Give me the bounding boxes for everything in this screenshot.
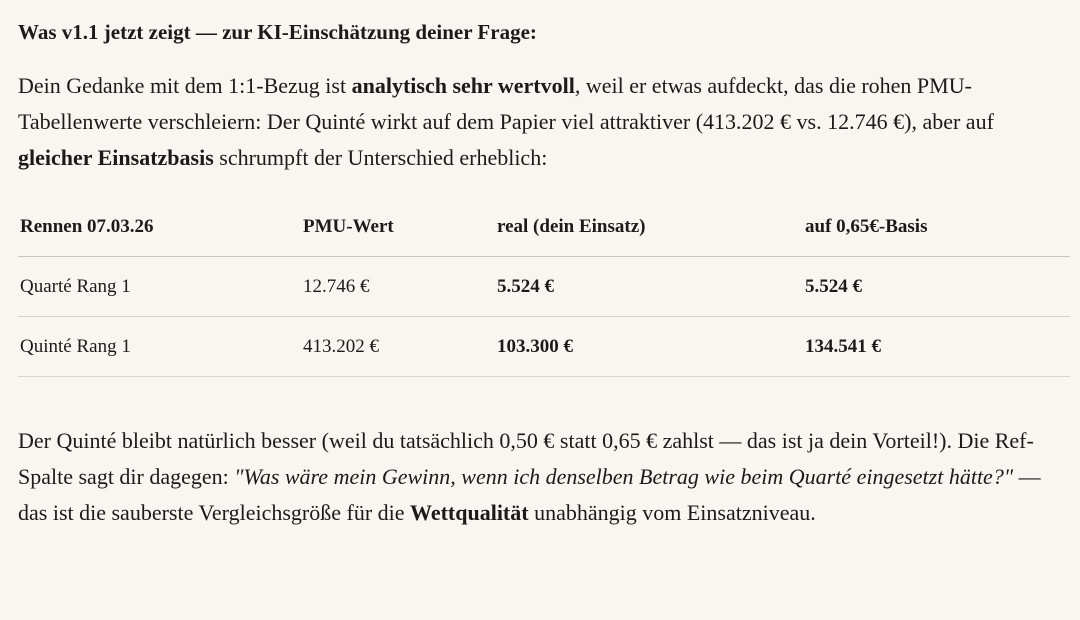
heading: Was v1.1 jetzt zeigt — zur KI-Einschätzu… bbox=[18, 20, 537, 44]
cell: 5.524 € bbox=[803, 256, 1070, 317]
text: — das ist die sauberste Vergleichsgröße … bbox=[18, 464, 1041, 525]
text: unabhängig vom Einsatzniveau. bbox=[528, 500, 816, 525]
cell: 103.300 € bbox=[495, 316, 803, 377]
comparison-table: Rennen 07.03.26 PMU-Wert real (dein Eins… bbox=[18, 198, 1070, 377]
italic-text: "Was wäre mein Gewinn, wenn ich denselbe… bbox=[234, 464, 1014, 489]
header-cell: Rennen 07.03.26 bbox=[18, 198, 301, 257]
header-cell: auf 0,65€-Basis bbox=[803, 198, 1070, 257]
cell: Quinté Rang 1 bbox=[18, 316, 301, 377]
bold-text: Wettqualität bbox=[410, 500, 529, 525]
cell: Quarté Rang 1 bbox=[18, 256, 301, 317]
bold-text: gleicher Einsatzbasis bbox=[18, 145, 214, 170]
cell: 134.541 € bbox=[803, 316, 1070, 377]
text: Dein Gedanke mit dem 1:1-Bezug ist bbox=[18, 73, 352, 98]
cell: 5.524 € bbox=[495, 256, 803, 317]
text: , weil er etwas aufdeckt, das die rohen … bbox=[18, 73, 994, 134]
cell: 12.746 € bbox=[301, 256, 495, 317]
intro-paragraph: Dein Gedanke mit dem 1:1-Bezug ist analy… bbox=[18, 68, 1062, 176]
row: Quarté Rang 1 12.746 € 5.524 € 5.524 € bbox=[18, 256, 1070, 317]
message: Was v1.1 jetzt zeigt — zur KI-Einschätzu… bbox=[18, 20, 1070, 531]
header-cell: PMU-Wert bbox=[301, 198, 495, 257]
header-row: Rennen 07.03.26 PMU-Wert real (dein Eins… bbox=[18, 198, 1070, 257]
header-cell: real (dein Einsatz) bbox=[495, 198, 803, 257]
bold-text: analytisch sehr wertvoll bbox=[351, 73, 575, 98]
text: Der Quinté bleibt natürlich besser (weil… bbox=[18, 428, 1034, 489]
row: Quinté Rang 1 413.202 € 103.300 € 134.54… bbox=[18, 316, 1070, 377]
cell: 413.202 € bbox=[301, 316, 495, 377]
outro-paragraph: Der Quinté bleibt natürlich besser (weil… bbox=[18, 423, 1062, 531]
text: schrumpft der Unterschied erheblich: bbox=[213, 145, 548, 170]
